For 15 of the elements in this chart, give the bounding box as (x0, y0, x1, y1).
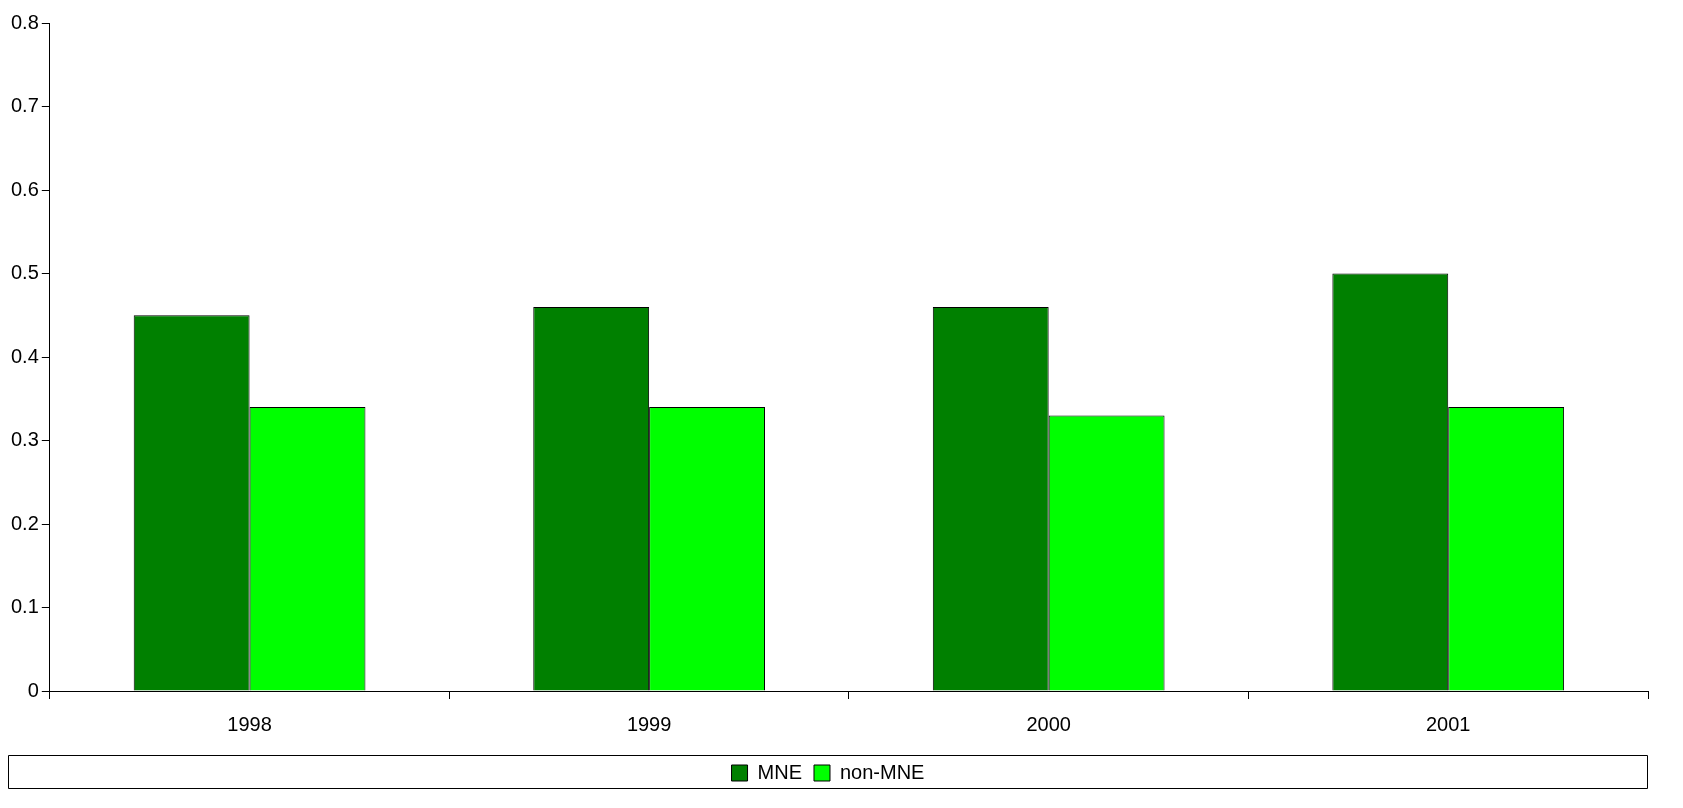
y-tick-label: 0.5 (10, 261, 39, 284)
legend-label: MNE (757, 760, 802, 783)
x-tick-label: 1999 (626, 712, 672, 735)
x-tick-label: 2001 (1425, 712, 1471, 735)
x-tick-label: 2000 (1026, 712, 1071, 735)
y-tick-label: 0.6 (10, 177, 39, 200)
y-tick-label: 0.7 (10, 94, 39, 117)
y-tick-label: 0 (27, 678, 39, 701)
x-tick-label: 1998 (227, 712, 272, 735)
y-tick-label: 0.1 (10, 595, 39, 618)
y-tick-label: 0.2 (10, 511, 39, 534)
y-tick-label: 0.4 (10, 344, 39, 367)
y-tick-label: 0.3 (10, 428, 39, 451)
y-tick-label: 0.8 (10, 10, 39, 33)
legend-label: non-MNE (839, 760, 925, 783)
